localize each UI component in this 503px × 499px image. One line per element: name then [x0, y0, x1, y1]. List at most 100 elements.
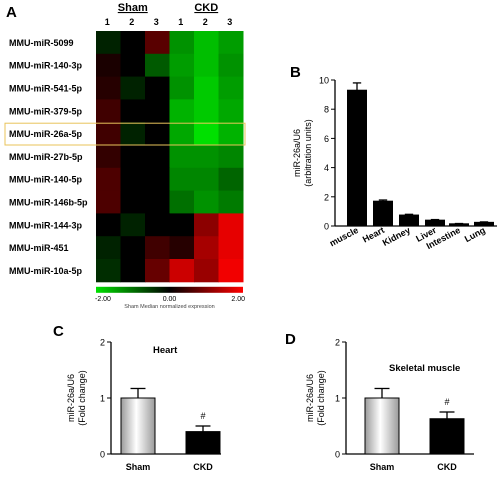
heatmap-cell — [96, 76, 121, 100]
heatmap-cell — [145, 145, 170, 169]
tissue-bar-chart: B 0 2 4 6 8 10 miR-26a/U6 (arbitration units) mus… — [290, 64, 497, 251]
x-tick-label: Lung — [463, 225, 487, 244]
heatmap-cell — [194, 145, 219, 169]
heatmap-cell — [145, 213, 170, 237]
heatmap-row-label: MMU-miR-144-3p — [9, 220, 83, 230]
heatmap-cell — [169, 236, 195, 260]
y-axis-label: miR-26a/U6 — [305, 374, 315, 422]
y-tick-label: 2 — [100, 338, 105, 348]
heatmap-cell — [145, 53, 170, 78]
panel-letter: A — [6, 4, 17, 21]
y-axis-label: (Fold change) — [77, 370, 87, 426]
y-tick-label: 0 — [324, 222, 329, 232]
skeletal-muscle-bar-chart: D 0 1 2 miR-26a/U6 (Fold change) Skeletal musc… — [285, 331, 474, 472]
heatmap-cell — [96, 259, 121, 283]
y-tick-label: 0 — [100, 450, 105, 460]
heatmap-cell — [218, 167, 244, 192]
y-tick-label: 0 — [335, 450, 340, 460]
color-scale-bar — [96, 286, 243, 293]
heatmap-group-label: Sham — [118, 2, 148, 14]
heatmap-cell — [96, 213, 121, 237]
heatmap-cell — [169, 145, 195, 169]
heatmap-cell — [218, 76, 244, 100]
heatmap-cell — [120, 99, 146, 123]
heatmap-column-number: 3 — [154, 17, 159, 27]
y-tick-label: 6 — [324, 134, 329, 144]
heatmap-cell — [120, 31, 146, 55]
heatmap-cell — [194, 167, 219, 192]
heatmap-cell — [145, 31, 170, 55]
heatmap-cell — [194, 213, 219, 237]
heatmap-column-number: 2 — [203, 17, 208, 27]
heatmap-cell — [218, 31, 244, 55]
heatmap-cell — [194, 122, 219, 146]
heatmap-cell — [218, 190, 244, 214]
heatmap-cell — [120, 76, 146, 100]
heatmap-cell — [194, 76, 219, 100]
heatmap-cell — [194, 99, 219, 123]
x-tick-label: muscle — [328, 225, 360, 248]
heatmap-cell — [145, 122, 170, 146]
heatmap-cell — [194, 53, 219, 78]
scale-caption: Sham Median normalized expression — [124, 304, 215, 310]
heart-bar-chart: C 0 1 2 miR-26a/U6 (Fold change) Heart Sham CKD # — [53, 323, 221, 472]
y-tick-label: 8 — [324, 105, 329, 115]
heatmap-row-label: MMU-miR-140-3p — [9, 61, 83, 71]
heatmap-group-label: CKD — [194, 2, 218, 14]
y-axis-label: (Fold change) — [316, 370, 326, 426]
chart-title: Skeletal muscle — [389, 363, 460, 374]
heatmap-cell — [169, 31, 195, 55]
y-tick-label: 1 — [100, 394, 105, 404]
heatmap-cell — [120, 167, 146, 192]
chart-title: Heart — [153, 345, 178, 356]
heatmap-row-label: MMU-miR-5099 — [9, 38, 74, 48]
y-tick-label: 10 — [319, 76, 329, 86]
bar — [120, 397, 156, 455]
heatmap-cell — [120, 190, 146, 214]
heatmap-column-number: 3 — [227, 17, 232, 27]
heatmap-column-number: 2 — [129, 17, 134, 27]
scale-max-label: 2.00 — [231, 296, 245, 303]
heatmap-cell — [145, 167, 170, 192]
heatmap-cell — [120, 236, 146, 260]
heatmap-row-label: MMU-miR-541-5p — [9, 84, 83, 94]
heatmap-cell — [120, 213, 146, 237]
heatmap-cell — [194, 236, 219, 260]
heatmap-cell — [218, 213, 244, 237]
heatmap-cell — [96, 236, 121, 260]
scale-mid-label: 0.00 — [163, 296, 177, 303]
heatmap-cell — [145, 76, 170, 100]
heatmap-cell — [169, 213, 195, 237]
heatmap-cell — [96, 99, 121, 123]
heatmap-cell — [145, 236, 170, 260]
heatmap-cell — [96, 190, 121, 214]
x-tick-label: Sham — [126, 462, 151, 472]
heatmap-column-number: 1 — [178, 17, 183, 27]
y-tick-label: 4 — [324, 163, 329, 173]
heatmap-row-label: MMU-miR-140-5p — [9, 175, 83, 185]
heatmap-cell — [169, 99, 195, 123]
heatmap-panel: A Sham 1 2 3 CKD 1 2 3 MMU-miR-5099 MMU-miR-140-3p… — [4, 2, 246, 310]
heatmap-cell — [169, 167, 195, 192]
heatmap-cell — [218, 259, 244, 283]
heatmap-cell — [120, 259, 146, 283]
heatmap-cell — [194, 259, 219, 283]
heatmap-row-label: MMU-miR-10a-5p — [9, 266, 83, 276]
bar — [429, 418, 465, 455]
heatmap-row-label: MMU-miR-26a-5p — [9, 129, 83, 139]
heatmap-column-number: 1 — [105, 17, 110, 27]
heatmap-cell — [96, 53, 121, 78]
heatmap-cell — [218, 122, 244, 146]
y-axis-label: miR-26a/U6 — [66, 374, 76, 422]
heatmap-row-label: MMU-miR-379-5p — [9, 106, 83, 116]
significance-marker: # — [444, 397, 449, 407]
heatmap-cell — [96, 167, 121, 192]
y-tick-label: 2 — [324, 192, 329, 202]
heatmap-cell — [169, 190, 195, 214]
y-axis-label: (arbitration units) — [303, 119, 313, 187]
bar — [474, 221, 494, 227]
bar — [364, 397, 400, 455]
heatmap-cell — [194, 190, 219, 214]
bar — [449, 223, 469, 227]
heatmap-cell — [169, 76, 195, 100]
